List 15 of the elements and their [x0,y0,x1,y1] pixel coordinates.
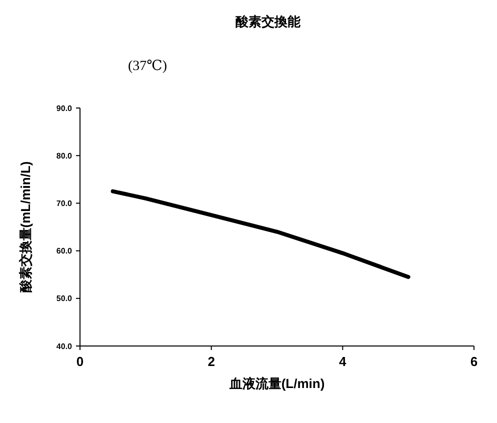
x-tick-label: 4 [339,354,348,369]
chart-subtitle: (37℃) [128,59,168,74]
y-tick-label: 40.0 [56,342,73,351]
x-axis-title: 血液流量(L/min) [228,376,325,391]
x-tick-label: 2 [208,354,215,369]
chart-title: 酸素交換能 [236,14,302,29]
y-tick-label: 90.0 [56,104,73,113]
x-tick-label: 0 [76,354,84,369]
y-tick-label: 80.0 [56,151,73,160]
x-tick-label: 6 [470,354,478,369]
y-tick-label: 70.0 [56,199,73,208]
y-tick-label: 60.0 [56,246,73,256]
line-series [110,189,410,279]
y-axis-title: 酸素交換量(mL/min/L) [18,161,33,293]
y-tick-label: 50.0 [56,294,73,304]
